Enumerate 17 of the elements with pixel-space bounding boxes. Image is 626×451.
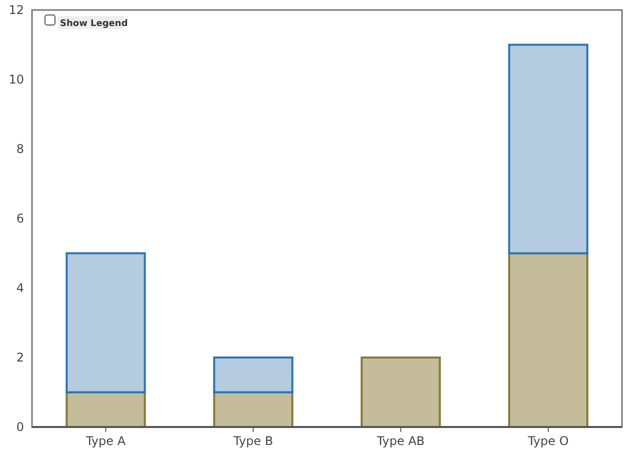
y-tick-label: 8 bbox=[16, 142, 24, 156]
y-tick-label: 10 bbox=[8, 72, 24, 87]
x-tick-label: Type B bbox=[232, 434, 274, 448]
y-tick-label: 2 bbox=[16, 350, 24, 365]
bar bbox=[508, 44, 588, 254]
x-tick-label: Type A bbox=[84, 434, 126, 448]
x-tick-label: Type O bbox=[526, 434, 569, 448]
annotation: Show Legend bbox=[60, 19, 128, 29]
y-tick-label: 12 bbox=[8, 3, 24, 18]
bar bbox=[508, 252, 588, 428]
bar bbox=[213, 356, 294, 394]
bar bbox=[360, 356, 441, 428]
bar bbox=[66, 252, 146, 394]
y-tick-label: 0 bbox=[16, 420, 24, 434]
y-tick-label: 6 bbox=[16, 212, 24, 226]
y-tick-label: 4 bbox=[16, 281, 24, 296]
x-tick-label: Type AB bbox=[376, 434, 425, 448]
